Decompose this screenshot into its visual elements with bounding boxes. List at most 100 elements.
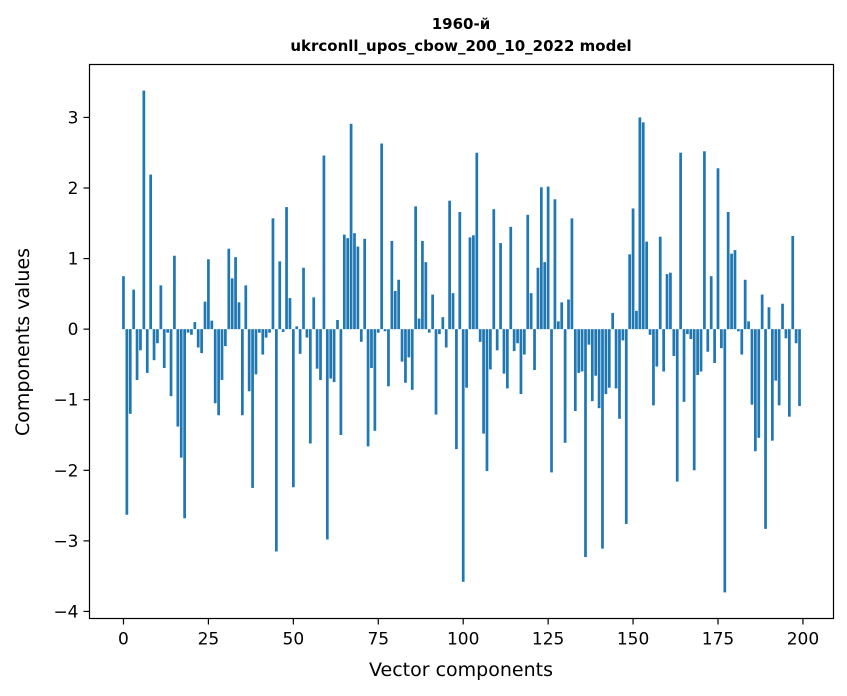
x-tick-label: 150 — [617, 630, 649, 650]
y-tick-label: −1 — [53, 391, 78, 411]
bar — [224, 329, 227, 347]
bar — [152, 329, 156, 361]
bar — [176, 329, 180, 427]
bar — [529, 293, 533, 330]
bar — [370, 329, 373, 368]
bar — [767, 307, 771, 330]
bar — [580, 329, 584, 372]
bar — [519, 329, 523, 395]
bar — [387, 329, 390, 387]
bar — [366, 329, 370, 447]
bar — [686, 329, 689, 335]
x-tick-label: 0 — [118, 630, 129, 650]
bar — [733, 250, 737, 330]
bar — [754, 329, 757, 452]
bar — [757, 329, 761, 438]
y-tick-label: 0 — [68, 320, 79, 340]
bar — [573, 329, 577, 412]
bar — [207, 259, 210, 330]
bar — [135, 329, 139, 380]
bar — [546, 186, 550, 330]
bar — [417, 318, 421, 330]
bar — [794, 329, 798, 344]
bar — [747, 321, 750, 330]
bar — [577, 329, 581, 373]
bar — [268, 329, 271, 333]
bar — [414, 206, 417, 330]
bar — [509, 226, 513, 330]
bar — [363, 238, 367, 330]
x-tick-label: 200 — [787, 630, 819, 650]
bar — [156, 329, 159, 344]
bar — [492, 209, 496, 330]
y-axis-label: Components values — [12, 248, 34, 436]
bar — [798, 329, 801, 407]
bar — [230, 278, 234, 330]
bar — [611, 312, 615, 330]
bar — [261, 329, 265, 355]
bar — [478, 329, 482, 342]
bar — [601, 329, 604, 549]
bar — [669, 272, 672, 330]
bar — [672, 329, 676, 356]
bar — [302, 267, 305, 330]
bar — [512, 329, 516, 352]
bar — [244, 285, 248, 330]
bars-group — [122, 90, 801, 593]
bar — [264, 329, 268, 338]
bar — [190, 329, 193, 335]
bar — [295, 326, 299, 330]
bar — [461, 329, 465, 582]
bar — [186, 329, 190, 333]
bar — [652, 329, 655, 406]
bar — [196, 329, 200, 348]
bar — [475, 152, 479, 330]
bar — [397, 279, 401, 330]
bar — [499, 243, 502, 330]
bar — [251, 329, 254, 488]
bar — [472, 235, 475, 330]
bar — [404, 329, 407, 383]
bar — [376, 329, 380, 333]
bar — [536, 267, 540, 330]
y-tick-label: −2 — [53, 461, 78, 481]
bar — [770, 329, 774, 441]
x-tick-label: 125 — [532, 630, 564, 650]
bar — [421, 240, 424, 330]
bar — [356, 246, 360, 330]
bar — [590, 329, 594, 402]
bar — [407, 329, 411, 358]
bar — [662, 329, 665, 372]
bar — [516, 329, 519, 344]
bar — [444, 329, 448, 348]
bar — [346, 238, 350, 330]
bar — [400, 329, 404, 362]
bar — [380, 143, 384, 330]
bar — [451, 293, 455, 330]
bar — [393, 291, 397, 330]
bar — [720, 329, 723, 349]
bar — [485, 329, 489, 471]
bar — [217, 329, 220, 416]
bar — [614, 329, 618, 389]
bar — [570, 218, 574, 330]
bar — [692, 329, 696, 471]
bar — [750, 329, 754, 405]
bar — [271, 218, 275, 330]
bar — [139, 329, 142, 351]
bar — [723, 329, 727, 593]
x-tick-label: 100 — [447, 630, 479, 650]
y-tick-label: −3 — [53, 532, 78, 552]
bar — [482, 329, 485, 434]
bar — [468, 237, 472, 330]
bar — [726, 212, 730, 330]
bar — [281, 329, 285, 332]
bar — [213, 329, 217, 404]
bar — [764, 329, 767, 529]
bar — [774, 329, 778, 381]
bar — [203, 301, 207, 330]
bar — [319, 329, 322, 380]
bar — [777, 329, 781, 406]
bar — [730, 253, 733, 330]
